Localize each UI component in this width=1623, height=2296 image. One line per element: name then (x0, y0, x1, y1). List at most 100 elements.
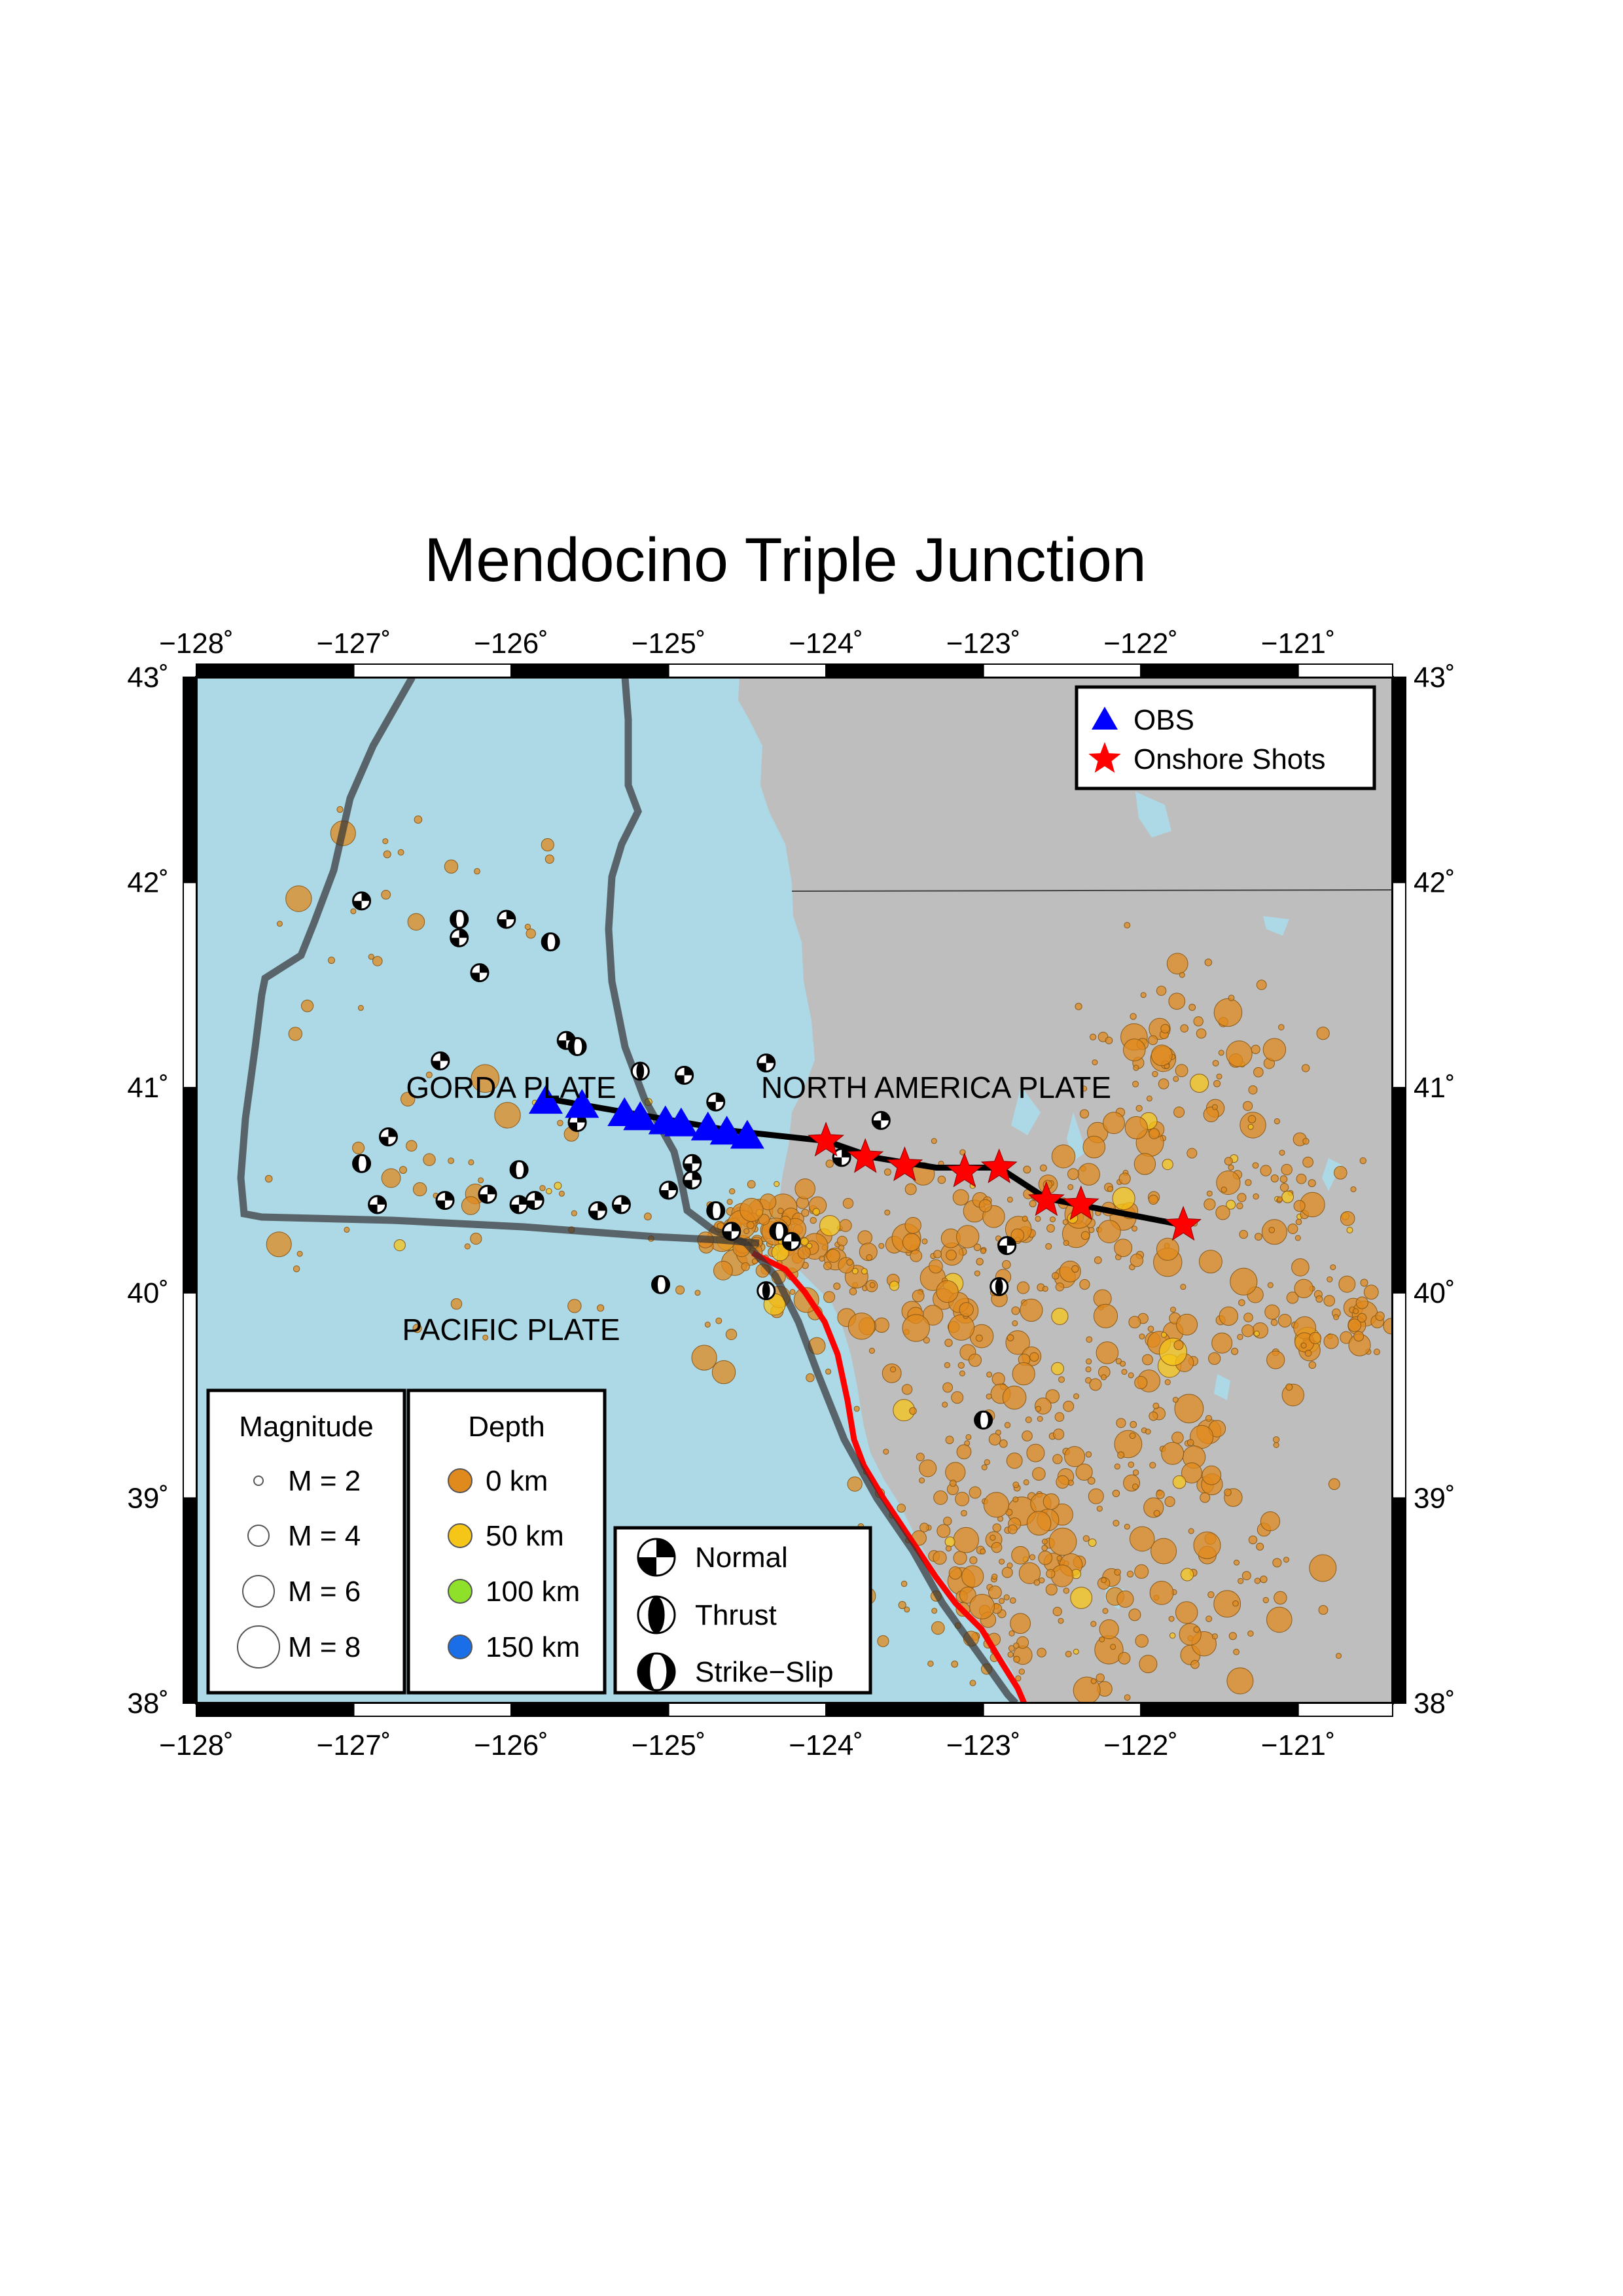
earthquake-marker (869, 1282, 876, 1288)
earthquake-marker (883, 1168, 891, 1176)
earthquake-marker (474, 868, 480, 875)
earthquake-marker (909, 1407, 917, 1415)
lon-tick-label-top: −122˚ (1103, 627, 1178, 660)
earthquake-marker (1149, 1128, 1160, 1139)
earthquake-marker (961, 1565, 984, 1588)
magnitude-legend-m6: M = 6 (288, 1576, 361, 1608)
earthquake-marker (969, 1594, 995, 1619)
earthquake-marker (1173, 1076, 1179, 1082)
earthquake-marker (1309, 1332, 1321, 1345)
earthquake-marker (1204, 1198, 1216, 1210)
earthquake-marker (936, 1524, 951, 1538)
earthquake-marker (951, 1660, 959, 1668)
earthquake-marker (1216, 1170, 1241, 1195)
earthquake-marker (541, 838, 554, 852)
earthquake-marker (1323, 1333, 1339, 1349)
earthquake-marker (1085, 1366, 1092, 1373)
earthquake-marker (1206, 1190, 1213, 1197)
earthquake-marker (1063, 1587, 1070, 1594)
earthquake-marker (1315, 1295, 1323, 1303)
focal-mechanism-normal (832, 1148, 851, 1167)
earthquake-marker (1116, 1590, 1134, 1608)
earthquake-marker (1088, 1538, 1097, 1547)
land-california-oregon (738, 677, 1393, 1703)
earthquake-marker (1357, 1313, 1367, 1323)
earthquake-marker (1161, 1332, 1167, 1338)
earthquake-marker (1026, 1443, 1045, 1462)
earthquake-marker (1152, 1070, 1158, 1078)
earthquake-marker (857, 1230, 872, 1245)
earthquake-marker (1124, 922, 1131, 928)
earthquake-marker (1375, 1311, 1385, 1321)
earthquake-marker (948, 1566, 962, 1580)
earthquake-marker (959, 1302, 974, 1317)
lat-tick-label-right: 38˚ (1414, 1687, 1455, 1720)
earthquake-marker (999, 1559, 1005, 1565)
earthquake-marker (1247, 1630, 1254, 1637)
focal-mechanism-strike-slip (509, 1160, 529, 1180)
earthquake-marker (1008, 1645, 1015, 1652)
earthquake-marker (1254, 1578, 1261, 1584)
earthquake-marker (1208, 1352, 1221, 1365)
earthquake-marker (1133, 1153, 1156, 1175)
earthquake-marker (1002, 1260, 1011, 1269)
earthquake-marker (986, 1393, 992, 1400)
earthquake-marker (1116, 1418, 1126, 1428)
earthquake-marker (1159, 1337, 1187, 1366)
earthquake-marker (743, 1228, 750, 1235)
earthquake-marker (1070, 1587, 1093, 1609)
earthquake-marker (1152, 1402, 1160, 1409)
earthquake-marker (1228, 1164, 1234, 1171)
earthquake-marker (1277, 1314, 1292, 1328)
earthquake-marker (1067, 1184, 1074, 1190)
earthquake-marker (747, 1180, 756, 1189)
lat-tick-label-left: 43˚ (127, 662, 169, 694)
lon-tick-label-bottom: −125˚ (632, 1729, 706, 1761)
earthquake-marker (823, 1262, 832, 1271)
earthquake-marker (1140, 992, 1147, 998)
earthquake-marker (725, 1328, 738, 1341)
earthquake-marker (1090, 1678, 1097, 1684)
earthquake-marker (539, 1185, 546, 1192)
earthquake-marker (1051, 1144, 1076, 1169)
earthquake-marker (1033, 1579, 1041, 1586)
earthquake-marker (1079, 1109, 1090, 1119)
earthquake-marker (1274, 1118, 1281, 1125)
focal-mechanism-strike-slip (352, 1154, 372, 1173)
earthquake-marker (1221, 1186, 1227, 1193)
earthquake-marker (1281, 1190, 1294, 1203)
gorda-ridge-boundary (237, 677, 760, 1247)
earthquake-marker (1164, 1496, 1175, 1508)
earthquake-marker (1253, 1067, 1264, 1078)
earthquake-marker (810, 1216, 817, 1224)
earthquake-marker (1234, 1559, 1240, 1566)
earthquake-marker (554, 1182, 562, 1190)
earthquake-marker (1247, 1123, 1254, 1130)
earthquake-marker (1180, 1024, 1188, 1033)
earthquake-marker (1001, 1566, 1013, 1578)
earthquake-marker (1156, 1490, 1165, 1499)
earthquake-marker (468, 1159, 474, 1165)
lon-tick-label-bottom: −122˚ (1103, 1729, 1178, 1761)
earthquake-marker (868, 1347, 876, 1354)
earthquake-marker (981, 1464, 988, 1471)
earthquake-marker (412, 1182, 427, 1197)
earthquake-marker (1204, 959, 1213, 966)
earthquake-marker (1171, 1432, 1184, 1444)
depth-legend-title: Depth (468, 1411, 544, 1443)
lon-tick-label-top: −126˚ (474, 627, 548, 660)
earthquake-marker (1205, 1415, 1213, 1422)
earthquake-marker (1226, 1199, 1236, 1210)
earthquake-marker (1291, 1258, 1310, 1277)
earthquake-marker (1161, 1441, 1185, 1465)
earthquake-marker (991, 1372, 1005, 1386)
earthquake-marker (833, 1282, 841, 1290)
earthquake-marker (974, 1270, 980, 1277)
focal-mechanism-strike-slip (541, 932, 560, 952)
earthquake-marker (847, 1476, 863, 1492)
earthquake-marker (1237, 1333, 1243, 1341)
earthquake-marker (1294, 1235, 1301, 1241)
onshore-shot-marker (808, 1122, 845, 1157)
earthquake-marker (1293, 1200, 1306, 1212)
earthquake-marker (1132, 1080, 1139, 1087)
